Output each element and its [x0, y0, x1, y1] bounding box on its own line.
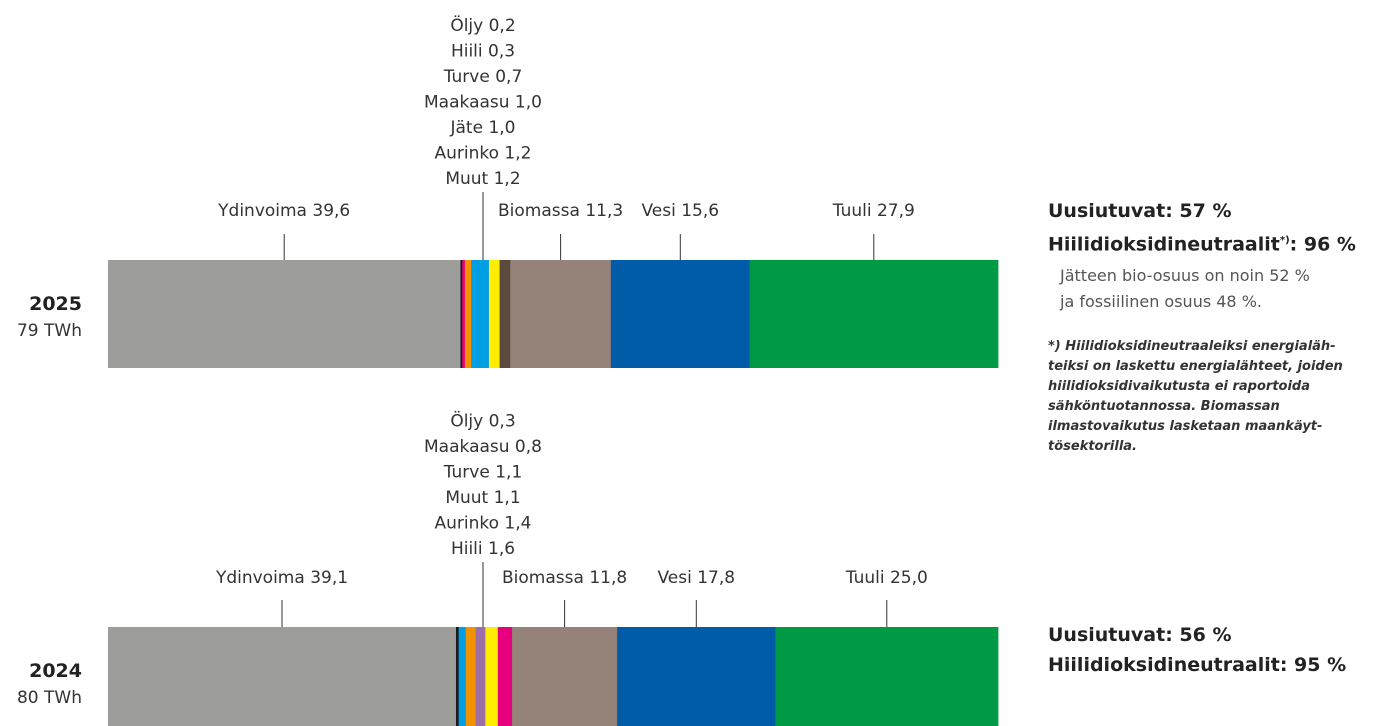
- bar-segment-ydinvoima: [108, 627, 457, 726]
- footnote-line: tösektorilla.: [1048, 439, 1137, 455]
- segment-label-vesi: Vesi 17,8: [657, 568, 735, 588]
- segment-label-biomassa: Biomassa 11,3: [498, 201, 623, 221]
- segment-label-tuuli: Tuuli 27,9: [832, 201, 915, 221]
- bar-segment-ydinvoima: [108, 260, 461, 368]
- bar-2024-group: 2024 80 TWh Ydinvoima 39,1 Biomassa 11,8 V…: [17, 410, 999, 726]
- segment-label-biomassa: Biomassa 11,8: [502, 568, 627, 588]
- bar-2024-labels: Ydinvoima 39,1 Biomassa 11,8 Vesi 17,8 Tuul…: [215, 410, 928, 627]
- bar-segment-muut: [499, 260, 511, 368]
- small-source-label: Maakaasu 1,0: [424, 93, 542, 113]
- bar-segment-aurinko: [488, 260, 500, 368]
- bar-2025-labels: Ydinvoima 39,6 Biomassa 11,3 Vesi 15,6 Tuul…: [217, 14, 915, 260]
- bar-segment-tuuli: [749, 260, 999, 368]
- bar-2025-group: 2025 79 TWh Ydinvoima 39,6 Biomassa 11,3 V…: [17, 14, 999, 368]
- small-source-label: Aurinko 1,2: [435, 144, 532, 164]
- total-2024-label: 80 TWh: [17, 688, 82, 708]
- small-source-label: Öljy 0,2: [450, 14, 515, 36]
- segment-label-vesi: Vesi 15,6: [641, 201, 719, 221]
- bar-segment-hiili: [497, 627, 513, 726]
- waste-share-line-2: ja fossiilinen osuus 48 %.: [1060, 292, 1262, 312]
- small-source-label: Jäte 1,0: [450, 118, 516, 138]
- small-source-label: Turve 0,7: [443, 67, 523, 87]
- waste-share-note: Jätteen bio-osuus on noin 52 % ja fossii…: [1060, 263, 1380, 315]
- footnote-line: hiilidioksidivaikutusta ei raportoida: [1048, 379, 1311, 395]
- bar-segment-jäte: [480, 260, 490, 368]
- small-source-label: Aurinko 1,4: [435, 514, 532, 534]
- renewables-2024: Uusiutuvat: 56 %: [1048, 624, 1232, 646]
- bar-segment-hiili: [462, 260, 466, 368]
- bar-segment-tuuli: [775, 627, 999, 726]
- small-source-label: Öljy 0,3: [450, 410, 515, 432]
- bar-segment-biomassa: [510, 260, 612, 368]
- carbon-neutral-2025-value: : 96 %: [1289, 233, 1356, 256]
- small-source-label: Hiili 0,3: [451, 42, 515, 62]
- summary-2024: Uusiutuvat: 56 % Hiilidioksidineutraalit…: [1048, 620, 1388, 680]
- bar-2025-segments: [108, 260, 999, 368]
- summary-2025: Uusiutuvat: 57 % Hiilidioksidineutraalit…: [1048, 196, 1388, 457]
- year-2025-label: 2025: [29, 293, 82, 315]
- waste-share-line-1: Jätteen bio-osuus on noin 52 %: [1060, 266, 1310, 286]
- footnote-line: *) Hiilidioksidineutraaleiksi energialäh…: [1048, 339, 1336, 355]
- bar-segment-maakaasu: [458, 627, 467, 726]
- carbon-neutral-2025: Hiilidioksidineutraalit*): 96 %: [1048, 226, 1388, 259]
- footnote-marker: *): [1279, 235, 1290, 246]
- bar-segment-muut: [475, 627, 486, 726]
- footnote-line: teiksi on laskettu energialähteet, joide…: [1048, 359, 1343, 375]
- bar-segment-vesi: [617, 627, 776, 726]
- carbon-neutral-footnote: *) Hiilidioksidineutraaleiksi energialäh…: [1048, 337, 1348, 457]
- segment-label-ydinvoima: Ydinvoima 39,6: [217, 201, 350, 221]
- bar-segment-vesi: [610, 260, 751, 368]
- small-source-label: Turve 1,1: [443, 463, 523, 483]
- bar-segment-turve: [464, 260, 472, 368]
- small-source-label: Muut 1,1: [445, 488, 520, 508]
- bar-segment-öljy: [460, 260, 463, 368]
- bar-2024-segments: [108, 627, 999, 726]
- renewables-2025: Uusiutuvat: 57 %: [1048, 200, 1232, 222]
- segment-label-tuuli: Tuuli 25,0: [845, 568, 928, 588]
- bar-segment-biomassa: [512, 627, 618, 726]
- year-2024-label: 2024: [29, 660, 82, 682]
- small-source-label: Maakaasu 0,8: [424, 437, 542, 457]
- bar-segment-aurinko: [485, 627, 499, 726]
- total-2025-label: 79 TWh: [17, 321, 82, 341]
- carbon-neutral-2025-text: Hiilidioksidineutraalit: [1048, 233, 1280, 256]
- small-source-label: Muut 1,2: [445, 169, 520, 189]
- bar-segment-öljy: [455, 627, 460, 726]
- segment-label-ydinvoima: Ydinvoima 39,1: [215, 568, 348, 588]
- carbon-neutral-2024: Hiilidioksidineutraalit: 95 %: [1048, 654, 1347, 676]
- footnote-line: ilmastovaikutus lasketaan maankäyt-: [1048, 419, 1323, 435]
- bar-segment-maakaasu: [471, 260, 481, 368]
- bar-segment-turve: [465, 627, 476, 726]
- small-source-label: Hiili 1,6: [451, 539, 515, 559]
- footnote-line: sähköntuotannossa. Biomassan: [1048, 399, 1280, 415]
- electricity-production-chart: 2025 79 TWh Ydinvoima 39,6 Biomassa 11,3 V…: [17, 14, 999, 726]
